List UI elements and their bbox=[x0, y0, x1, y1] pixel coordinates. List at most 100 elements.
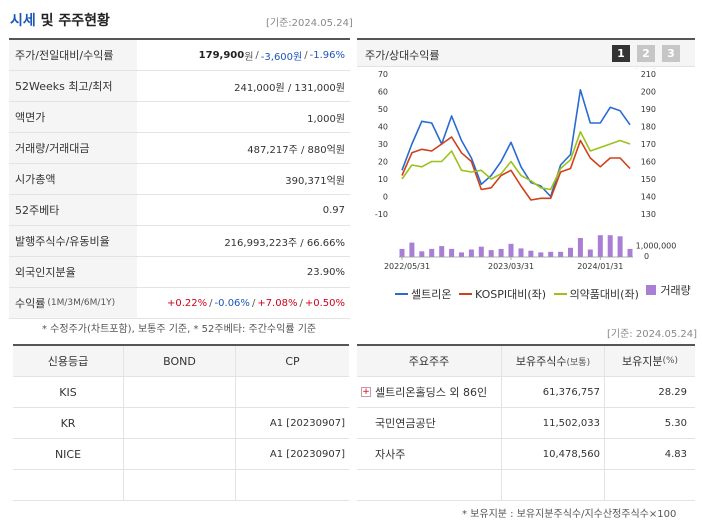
table-row: 시가총액 390,371억원 bbox=[9, 164, 350, 195]
returns-value: +0.22% / -0.06% / +7.08% / +0.50% bbox=[167, 297, 345, 309]
holder-name-cell: 국민연금공단 bbox=[357, 408, 502, 438]
chart-page-1-button[interactable]: 1 bbox=[612, 45, 630, 62]
legend-celltrion-swatch bbox=[395, 293, 408, 295]
agency-cell: NICE bbox=[13, 439, 124, 469]
volume-bar bbox=[518, 248, 524, 257]
agency-cell: KIS bbox=[13, 377, 124, 407]
table-row: 외국인지분율 23.90% bbox=[9, 257, 350, 288]
volume-bar bbox=[617, 236, 623, 257]
legend-celltrion: 셀트리온 bbox=[395, 286, 451, 302]
left-axis-tick-label: -10 bbox=[375, 210, 388, 219]
price-return-chart: 70 60 50 40 30 20 10 0 -10 210 200 190 180 170 160 150 1… bbox=[375, 68, 676, 271]
table-row: 국민연금공단 11,502,033 5.30 bbox=[357, 408, 695, 439]
row-label: 액면가 bbox=[9, 102, 137, 132]
table-row: 발행주식수/유동비율 216,993,223주 / 66.66% bbox=[9, 226, 350, 257]
shares-cell: 61,376,757 bbox=[502, 377, 605, 407]
return-1y: +0.50% bbox=[304, 297, 345, 309]
row-value: 23.90% bbox=[306, 266, 345, 278]
left-axis-tick-label: 60 bbox=[378, 88, 388, 97]
volume-bar bbox=[558, 251, 564, 257]
bond-cell bbox=[124, 470, 236, 500]
row-value: 0.97 bbox=[322, 204, 345, 216]
legend-label: 거래량 bbox=[660, 284, 691, 297]
x-axis-tick-label: 2022/05/31 bbox=[384, 262, 430, 271]
shares-cell bbox=[502, 470, 605, 500]
column-header: 주요주주 bbox=[357, 346, 502, 376]
column-header-text: 보유지분 bbox=[621, 355, 663, 368]
volume-bar bbox=[439, 246, 445, 257]
holder-name-cell: + 셀트리온홀딩스 외 86인 bbox=[357, 377, 502, 407]
column-header: CP bbox=[285, 354, 300, 368]
column-header: 보유지분 (%) bbox=[605, 346, 695, 376]
holder-name-cell: 자사주 bbox=[357, 439, 502, 469]
cp-cell: A1 [20230907] bbox=[269, 417, 345, 429]
volume-bar bbox=[538, 252, 544, 257]
table-row: 52주베타 0.97 bbox=[9, 195, 350, 226]
price-change-rate: -1.96% bbox=[309, 49, 345, 61]
table-row: 자사주 10,478,560 4.83 bbox=[357, 439, 695, 470]
right-axis-unit: [천원] bbox=[635, 68, 656, 69]
table-header-row: 신용등급 BOND CP bbox=[13, 346, 349, 377]
chart-page-2-button[interactable]: 2 bbox=[637, 45, 655, 62]
right-axis-tick-label: 130 bbox=[641, 210, 656, 219]
cp-cell bbox=[236, 470, 349, 500]
holders-note: * 보유지분 : 보유지분주식수/지수산정주식수×100 bbox=[462, 509, 677, 520]
ratio-cell: 28.29 bbox=[658, 386, 687, 398]
table-row: KR A1 [20230907] bbox=[13, 408, 349, 439]
legend-pharma: 의약품대비(좌) bbox=[553, 286, 639, 302]
holder-name: 셀트리온홀딩스 외 86인 bbox=[375, 386, 488, 399]
table-row: 거래량/거래대금 487,217주 / 880억원 bbox=[9, 133, 350, 164]
legend-volume-swatch bbox=[646, 285, 657, 295]
table-row: 주가/전일대비/수익률 179,900 원 / -3,600원 / -1.96% bbox=[9, 40, 350, 71]
shares-cell: 11,502,033 bbox=[502, 408, 605, 438]
column-header: 보유주식수 (보통) bbox=[502, 346, 605, 376]
right-axis-tick-label: 140 bbox=[641, 193, 656, 202]
holder-name-cell bbox=[357, 470, 502, 500]
right-axis-tick-label: 180 bbox=[641, 123, 656, 132]
series-line-celltrion bbox=[401, 88, 631, 198]
row-value: 1,000원 bbox=[307, 113, 345, 125]
chart-page-3-button[interactable]: 3 bbox=[662, 45, 680, 62]
volume-bar bbox=[488, 250, 494, 257]
table-row bbox=[13, 470, 349, 501]
credit-rating-table: 신용등급 BOND CP KIS KR A1 [20230907] NICE A… bbox=[13, 344, 349, 501]
chart-panel: 주가/상대수익률 1 2 3 70 60 50 40 30 20 10 0 -10 210 200 1… bbox=[357, 38, 695, 316]
column-header: 신용등급 bbox=[13, 346, 124, 376]
legend-label: 셀트리온 bbox=[411, 288, 452, 301]
right-axis-tick-label: 200 bbox=[641, 88, 656, 97]
price-change: -3,600원 bbox=[260, 51, 303, 63]
volume-bar bbox=[548, 251, 554, 257]
bond-cell bbox=[124, 408, 236, 438]
left-axis-tick-label: 20 bbox=[378, 158, 388, 167]
price-unit: 원 bbox=[244, 51, 254, 63]
right-axis-tick-label: 190 bbox=[641, 105, 656, 114]
current-price: 179,900 bbox=[198, 49, 245, 61]
return-3m: -0.06% bbox=[214, 297, 250, 309]
left-axis-tick-label: 70 bbox=[378, 70, 388, 79]
legend-pharma-swatch bbox=[553, 293, 567, 295]
ratio-cell: 4.83 bbox=[664, 448, 687, 460]
return-1m: +0.22% bbox=[167, 297, 208, 309]
volume-bar bbox=[627, 248, 633, 257]
legend-label: KOSPI대비(좌) bbox=[474, 288, 547, 301]
volume-bar bbox=[577, 238, 583, 257]
volume-bar bbox=[568, 247, 573, 257]
ratio-cell bbox=[605, 470, 695, 500]
table-row: 수익률 (1M/3M/6M/1Y) +0.22% / -0.06% / +7.08% /… bbox=[9, 288, 350, 319]
right-axis-tick-label: 150 bbox=[641, 175, 656, 184]
base-date: [기준:2024.05.24] bbox=[266, 18, 353, 29]
right-base-date: [기준: 2024.05.24] bbox=[607, 329, 698, 340]
row-label: 시가총액 bbox=[9, 164, 137, 194]
left-axis-tick-label: 40 bbox=[378, 123, 388, 132]
table-row: 액면가 1,000원 bbox=[9, 102, 350, 133]
table-header-row: 주요주주 보유주식수 (보통) 보유지분 (%) bbox=[357, 346, 695, 377]
expand-plus-icon[interactable]: + bbox=[361, 386, 371, 397]
summary-note: * 수정주가(차트포함), 보통주 기준, * 52주베타: 주간수익률 기준 bbox=[42, 324, 317, 335]
right-axis-tick-label: 210 bbox=[641, 70, 656, 79]
section-title-main: 시세 bbox=[10, 13, 36, 29]
cp-cell: A1 [20230907] bbox=[269, 448, 345, 460]
volume-bar bbox=[597, 235, 603, 257]
left-axis-tick-label: 10 bbox=[378, 175, 388, 184]
returns-label: 수익률 bbox=[15, 297, 46, 310]
row-label: 52주베타 bbox=[9, 195, 137, 225]
